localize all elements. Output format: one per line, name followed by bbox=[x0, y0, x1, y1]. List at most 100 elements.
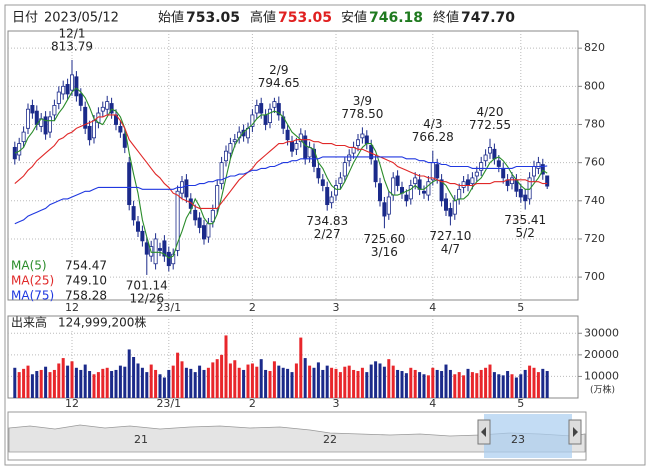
volume-bar bbox=[255, 366, 259, 398]
handle-arrow bbox=[573, 427, 578, 437]
volume-bar bbox=[70, 361, 74, 398]
volume-bar bbox=[347, 365, 351, 398]
volume-bar bbox=[171, 365, 175, 398]
candle-body bbox=[171, 253, 176, 265]
annotation-date: 4/3 bbox=[423, 117, 442, 131]
x-tick-label: 3 bbox=[333, 301, 340, 314]
volume-bar bbox=[96, 372, 100, 398]
volume-bar bbox=[541, 368, 545, 398]
candle-body bbox=[254, 105, 259, 114]
volume-bar bbox=[264, 369, 268, 398]
volume-bar bbox=[202, 369, 206, 398]
y-tick-label: 720 bbox=[584, 232, 605, 245]
volume-bar bbox=[400, 371, 404, 398]
candle-body bbox=[232, 139, 237, 143]
navigator-label: 23 bbox=[511, 433, 525, 446]
volume-bar bbox=[215, 359, 219, 398]
volume-bar bbox=[387, 359, 391, 398]
y-tick-label: 820 bbox=[584, 41, 605, 54]
volume-bar bbox=[470, 372, 474, 398]
y-tick-label: 20000 bbox=[584, 348, 619, 361]
candle-body bbox=[545, 175, 550, 187]
candle-body bbox=[175, 190, 180, 251]
date-label: 日付 bbox=[12, 11, 38, 26]
candle-body bbox=[540, 164, 545, 175]
y-tick-label: 10000 bbox=[584, 369, 619, 382]
annotation-price: 701.14 bbox=[126, 278, 168, 292]
date: 2023/05/12 bbox=[44, 11, 119, 26]
volume-bar bbox=[52, 369, 56, 398]
candle-body bbox=[426, 181, 431, 196]
volume-bar bbox=[378, 363, 382, 398]
candle-body bbox=[17, 143, 22, 156]
volume-bar bbox=[519, 374, 523, 398]
volume-bar bbox=[299, 337, 303, 398]
candle-body bbox=[320, 179, 325, 186]
volume-bar bbox=[57, 363, 61, 398]
volume-bar bbox=[272, 361, 276, 398]
annotation-date: 3/9 bbox=[353, 94, 372, 108]
candle-body bbox=[78, 93, 83, 106]
candle-body bbox=[162, 240, 167, 257]
x-tick-label: 5 bbox=[517, 301, 524, 314]
candle-body bbox=[105, 101, 110, 110]
x-tick-label: 12 bbox=[65, 301, 79, 314]
volume-bar bbox=[290, 372, 294, 398]
navigator[interactable]: 21 22 23 bbox=[7, 411, 587, 461]
candle-body bbox=[197, 217, 202, 228]
volume-bar bbox=[228, 363, 232, 398]
volume-bar bbox=[26, 365, 30, 398]
field-label: 終値 bbox=[433, 10, 459, 26]
volume-bar bbox=[136, 363, 140, 398]
y-tick-label: 740 bbox=[584, 194, 605, 207]
volume-bar bbox=[532, 367, 536, 398]
candle-body bbox=[285, 129, 290, 141]
candle-body bbox=[157, 248, 162, 251]
volume-bar bbox=[13, 367, 17, 398]
annotation-price: 778.50 bbox=[341, 107, 383, 121]
candle-body bbox=[377, 183, 382, 202]
field-value: 747.70 bbox=[461, 10, 515, 26]
annotation-price: 794.65 bbox=[258, 76, 300, 90]
volume-bar bbox=[17, 372, 21, 398]
volume-bar bbox=[321, 369, 325, 398]
field-label: 高値 bbox=[250, 10, 276, 26]
candle-body bbox=[294, 143, 299, 150]
volume-bar bbox=[35, 371, 39, 398]
x-tick-label: 4 bbox=[429, 397, 436, 410]
volume-bar bbox=[448, 369, 452, 398]
candle-body bbox=[413, 177, 418, 185]
navigator-selection[interactable] bbox=[484, 414, 572, 458]
volume-bar bbox=[162, 377, 166, 398]
candle-body bbox=[307, 146, 312, 158]
volume-bar bbox=[176, 352, 180, 398]
volume-bar bbox=[30, 374, 34, 398]
candle-body bbox=[118, 125, 123, 133]
candle-body bbox=[443, 198, 448, 211]
volume-bar bbox=[435, 369, 439, 398]
volume-bar bbox=[123, 366, 127, 398]
candle-body bbox=[391, 177, 396, 196]
candle-body bbox=[342, 162, 347, 177]
x-tick-label: 4 bbox=[429, 301, 436, 314]
volume-bar bbox=[193, 372, 197, 398]
y-tick-label: 700 bbox=[584, 270, 605, 283]
volume-bar bbox=[466, 368, 470, 398]
candle-body bbox=[439, 179, 444, 202]
handle-arrow bbox=[481, 427, 486, 437]
navigator-label: 22 bbox=[323, 433, 337, 446]
candle-body bbox=[333, 185, 338, 196]
candle-body bbox=[509, 177, 514, 185]
volume-bar bbox=[79, 369, 83, 398]
legend-name: MA(75) bbox=[11, 289, 54, 303]
volume-bar bbox=[277, 365, 281, 398]
candle-body bbox=[483, 154, 488, 162]
candle-body bbox=[259, 103, 264, 114]
annotation-price: 735.41 bbox=[504, 213, 546, 227]
volume-bar bbox=[440, 371, 444, 398]
volume-bar bbox=[356, 371, 360, 398]
candle-body bbox=[329, 196, 334, 204]
volume-bar bbox=[158, 374, 162, 398]
candle-body bbox=[382, 202, 387, 217]
